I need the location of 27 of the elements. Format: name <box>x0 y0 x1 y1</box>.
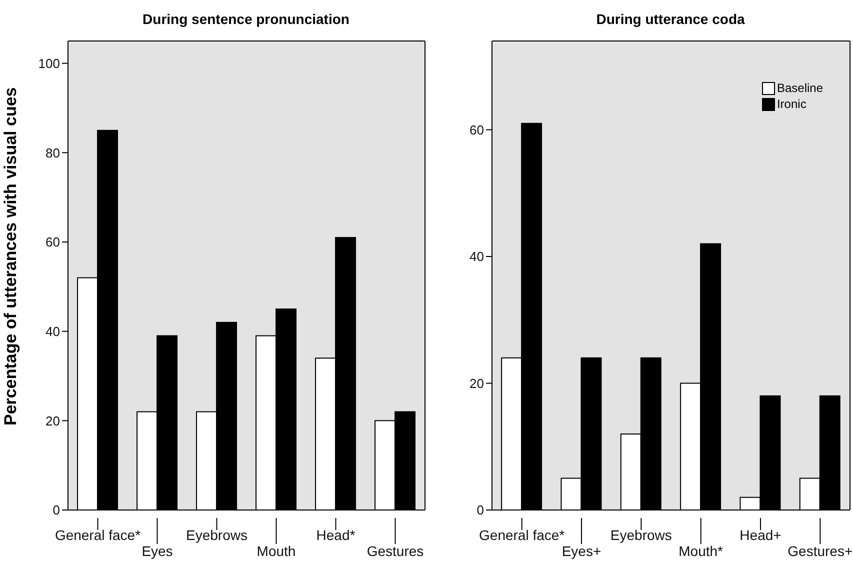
y-tick-label: 20 <box>46 413 60 428</box>
x-tick-label: Head+ <box>740 527 782 543</box>
x-tick-label: Head* <box>316 527 356 543</box>
x-tick-label: Eyes <box>142 543 173 559</box>
y-tick-label: 100 <box>38 56 60 71</box>
y-tick-label: 20 <box>470 376 484 391</box>
x-tick-label: Mouth* <box>678 543 724 559</box>
x-tick-label: Eyebrows <box>610 527 672 543</box>
x-tick-label: Eyes+ <box>562 543 602 559</box>
x-tick-label: Eyebrows <box>186 527 248 543</box>
chart-title: During sentence pronunciation <box>142 10 350 29</box>
legend-label: Ironic <box>776 96 806 112</box>
y-tick-label: 40 <box>470 249 484 264</box>
y-tick-label: 60 <box>470 122 484 138</box>
x-tick-label: Mouth <box>256 543 296 559</box>
y-tick-label: 40 <box>46 324 60 339</box>
y-tick-label: 0 <box>52 502 60 518</box>
y-tick-label: 60 <box>46 234 60 250</box>
legend-label: Baseline <box>776 80 823 96</box>
y-axis-title: Percentage of utterances with visual cues <box>1 87 20 426</box>
x-tick-label: General face* <box>54 527 142 543</box>
x-tick-label: General face* <box>479 527 566 543</box>
x-tick-label: Gestures+ <box>788 543 853 559</box>
chart-title: During utterance coda <box>595 10 746 29</box>
y-tick-label: 80 <box>46 145 60 160</box>
y-tick-label: 0 <box>476 502 484 518</box>
x-tick-label: Gestures <box>366 543 424 559</box>
